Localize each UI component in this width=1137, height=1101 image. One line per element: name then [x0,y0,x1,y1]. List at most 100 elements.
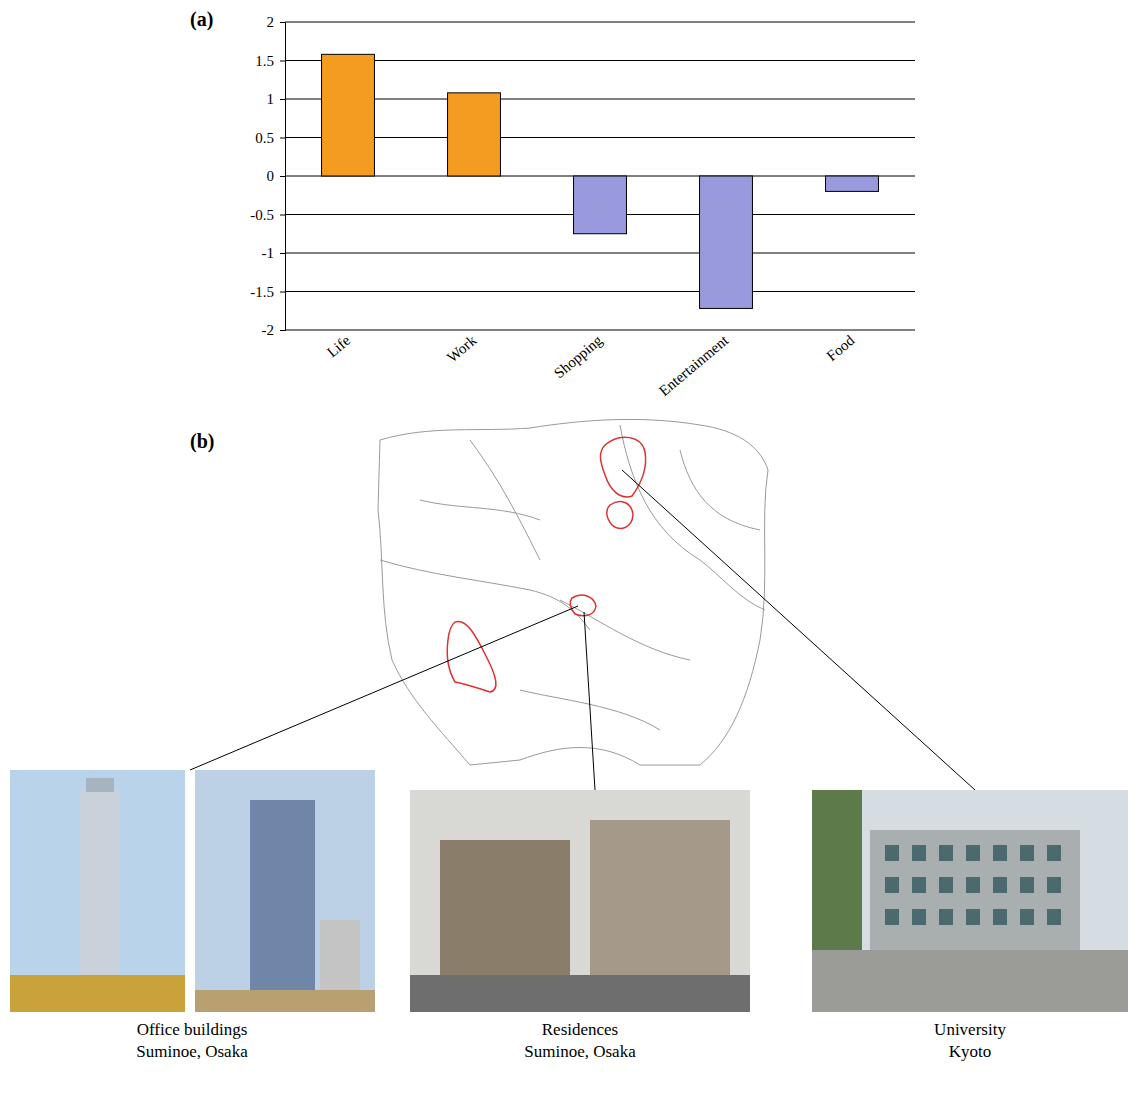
x-tick: Work [444,332,480,366]
photo [812,790,1128,1012]
y-tick: 1 [267,91,286,107]
photo-window [993,909,1007,925]
photo-caption: Residences [542,1020,618,1039]
photo [410,790,750,1012]
photo-caption: Suminoe, Osaka [524,1042,636,1061]
map-boundary [380,560,590,630]
photo-house [590,820,730,980]
photo-window [885,909,899,925]
photo-window [939,877,953,893]
photo-road [812,950,1128,1012]
photo-street [410,975,750,1012]
y-axis: -2 -1.5 -1 -0.5 0 0.5 1 1.5 2 [250,14,285,338]
bar [574,176,627,234]
leader-line [190,606,578,770]
grid-line [285,253,915,254]
y-tick: -0.5 [250,207,285,223]
y-tick-label: -2 [262,322,275,338]
y-tick-mark [280,99,285,100]
photo-sky [812,790,1128,1012]
photo-window [912,909,926,925]
photo-trees [10,975,185,1012]
x-tick-label: Work [444,332,480,366]
y-tick: 1.5 [255,53,285,69]
x-tick-label: Life [324,332,354,361]
photo-window [885,845,899,861]
y-axis-line [280,23,286,331]
photo-caption: University [934,1020,1006,1039]
map-region [600,437,645,497]
photo-window [939,909,953,925]
x-tick: Life [324,332,354,361]
y-tick-label: 0.5 [255,130,274,146]
map-boundary [620,425,765,610]
map-region [447,622,496,692]
grid-line [285,137,915,138]
photo-sky [10,770,185,1012]
photo-building [250,800,315,1010]
y-tick-label: -1 [262,245,275,261]
photo-window [912,877,926,893]
plot-area [322,54,879,308]
y-tick-mark [280,22,285,23]
panel-label: (b) [190,430,214,453]
y-tick: -1 [262,245,286,261]
photo-window [1047,845,1061,861]
figure: -2 -1.5 -1 -0.5 0 0.5 1 1.5 2 Life Work Shopping Ent… [0,0,1137,1101]
y-tick-mark [280,292,285,293]
photo-window [1047,877,1061,893]
leader-line [584,612,595,790]
x-tick-label: Shopping [551,332,606,382]
y-tick-mark [280,330,285,331]
photo-window [966,845,980,861]
photos [10,770,1128,1012]
photo-building [80,790,120,990]
bar [322,54,375,176]
photo-caption: Office buildings [137,1020,248,1039]
photo [195,770,375,1012]
map-boundary [470,440,540,560]
grid-line [285,99,915,100]
bar [700,176,753,308]
map-region [607,502,633,529]
photo-window [885,877,899,893]
y-tick-label: 2 [267,14,275,30]
grid [285,22,915,330]
photo-caption: Suminoe, Osaka [136,1042,248,1061]
y-tick: 0.5 [255,130,285,146]
y-tick: 2 [267,14,286,30]
y-tick-label: 1 [267,91,275,107]
y-tick-mark [280,253,285,254]
photo-window [939,845,953,861]
y-tick: 0 [267,168,286,184]
x-tick: Food [823,332,857,364]
x-tick-label: Food [823,332,857,364]
photo [10,770,185,1012]
y-tick: -1.5 [250,284,285,300]
photo-window [1020,909,1034,925]
y-tick-label: 0 [267,168,275,184]
grid-line [285,22,915,23]
y-tick-mark [280,61,285,62]
leader-line [622,470,975,790]
photo-building-top [86,778,114,792]
photo-caption: Kyoto [949,1042,992,1061]
y-tick-mark [280,176,285,177]
x-axis: Life Work Shopping Entertainment Food [324,332,858,399]
photo-building [870,830,1080,950]
y-tick: -2 [262,322,286,338]
bar [448,93,501,176]
y-tick-label: -0.5 [250,207,274,223]
photo-ground [195,990,375,1012]
y-tick-label: -1.5 [250,284,274,300]
grid-line [285,291,915,292]
photo-window [1020,877,1034,893]
y-tick-mark [280,215,285,216]
photo-window [993,845,1007,861]
photo-trees [812,790,862,960]
photo-window [966,877,980,893]
y-tick-label: 1.5 [255,53,274,69]
photo-window [1047,909,1061,925]
y-tick-mark [280,138,285,139]
x-tick: Entertainment [656,332,732,399]
